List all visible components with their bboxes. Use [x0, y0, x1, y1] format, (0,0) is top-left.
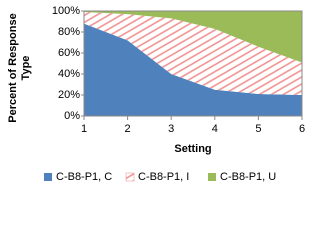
legend-swatch	[208, 173, 216, 181]
x-tick-label: 2	[125, 123, 131, 135]
area	[84, 12, 302, 95]
x-tick-label: 3	[168, 123, 174, 135]
chart-svg: Setting 0% 20% 40% 60% 80% 100% 1 2 3 4 5 6 C-B8-P1,…	[44, 5, 305, 183]
y-tick-label: 60%	[58, 47, 80, 59]
x-tick-label: 5	[255, 123, 261, 135]
area	[84, 11, 302, 63]
legend-swatch	[125, 172, 135, 182]
x-tick-label: 1	[81, 123, 87, 135]
legend-swatch	[44, 173, 52, 181]
x-tick-label: 4	[212, 123, 218, 135]
x-axis-title: Setting	[174, 143, 211, 155]
y-tick-label: 80%	[58, 26, 80, 38]
y-tick-label: 0%	[64, 110, 80, 122]
y-tick-label: 40%	[58, 68, 80, 80]
area	[84, 23, 302, 117]
y-tick-label: 20%	[58, 89, 80, 101]
legend-label: C-B8-P1, U	[220, 171, 276, 183]
chart: Setting 0% 20% 40% 60% 80% 100% 1 2 3 4 5 6 C-B8-P1,…	[7, 5, 305, 183]
legend-label: C-B8-P1, I	[138, 171, 189, 183]
plot-frame	[83, 10, 303, 117]
x-tick-label: 6	[299, 123, 305, 135]
legend-label: C-B8-P1, C	[56, 171, 112, 183]
y-tick-label: 100%	[52, 5, 80, 17]
y-axis-title: Percent of Response Type	[7, 13, 32, 123]
